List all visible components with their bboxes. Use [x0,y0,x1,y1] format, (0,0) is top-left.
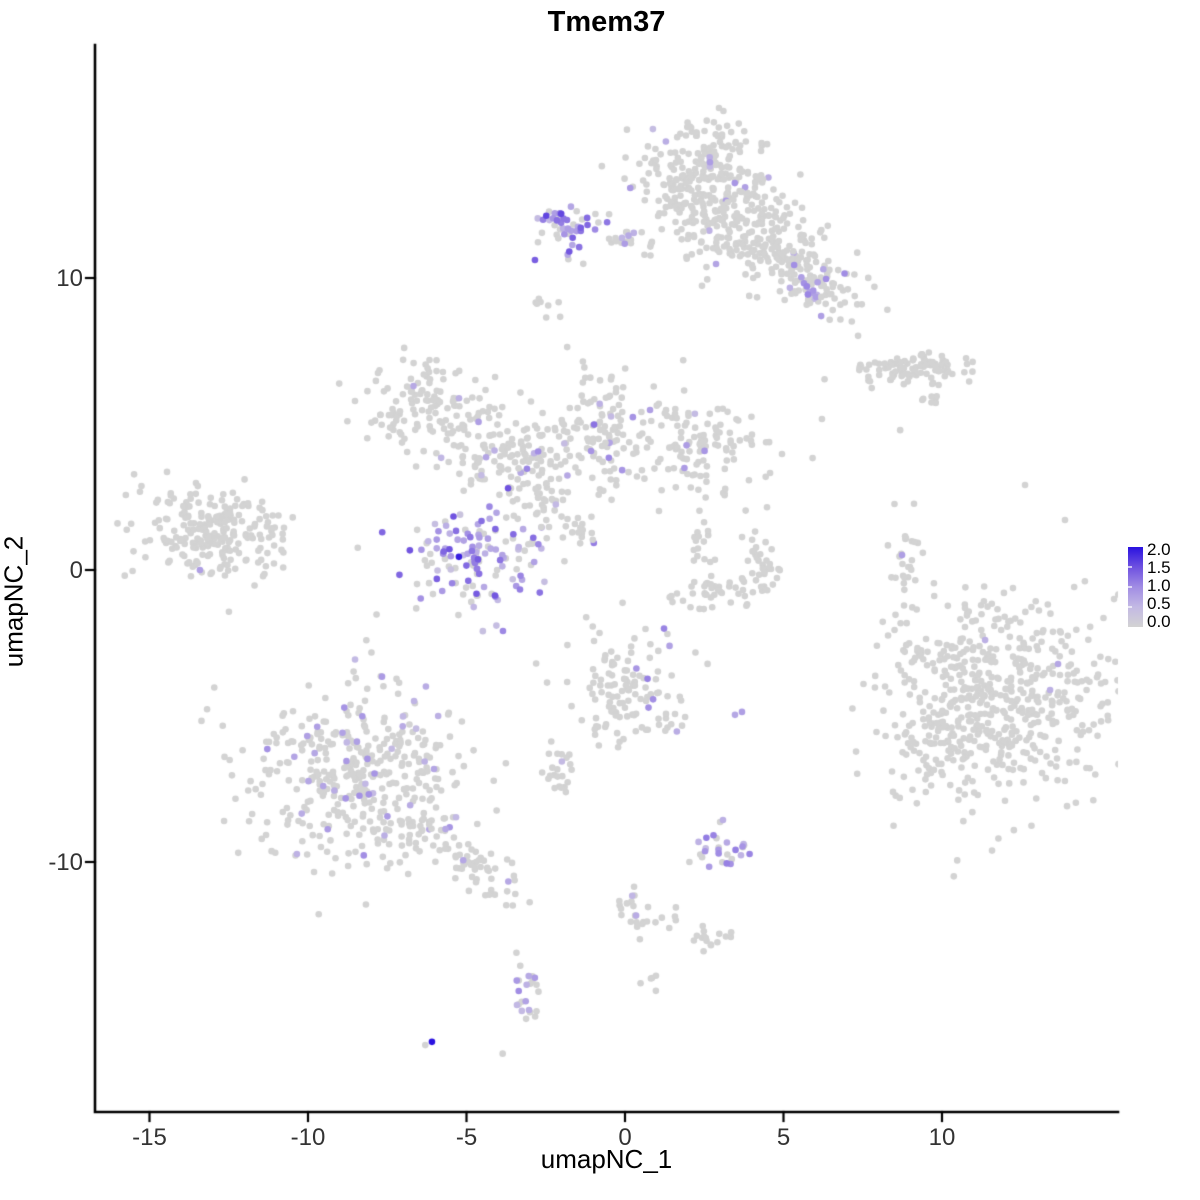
legend-bar-tick [1128,586,1132,588]
legend-gradient-bar [1128,547,1143,627]
chart-title: Tmem37 [547,6,666,38]
x-tick-label: -10 [290,1124,326,1151]
x-axis-title: umapNC_1 [540,1144,673,1174]
y-tick-label: 0 [69,557,83,584]
y-tick-label: -10 [48,849,83,876]
x-tick-label: -5 [455,1124,478,1151]
y-tick-label: 10 [56,265,83,292]
legend-label: 1.0 [1147,576,1171,595]
x-tick-label: 5 [776,1124,791,1151]
legend-label: 2.0 [1147,540,1171,559]
x-tick-label: 10 [928,1124,956,1151]
y-axis-title: umapNC_2 [0,535,29,668]
legend-bar-tick [1128,566,1132,568]
legend-label: 0.0 [1147,612,1171,631]
x-tick-label: 0 [618,1124,632,1151]
legend-label: 1.5 [1147,558,1171,577]
legend-bar-tick [1128,606,1132,608]
legend-label: 0.5 [1147,594,1171,613]
x-tick-label: -15 [132,1124,167,1151]
